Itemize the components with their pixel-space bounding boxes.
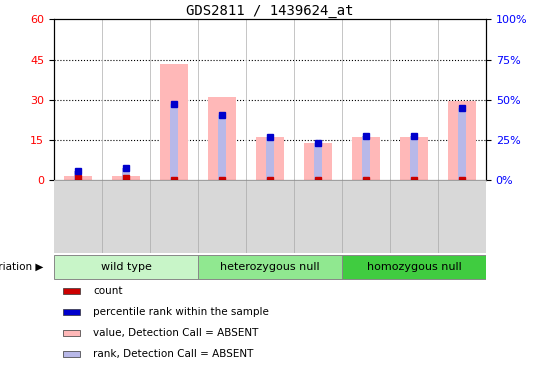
Text: value, Detection Call = ABSENT: value, Detection Call = ABSENT: [93, 328, 258, 338]
Bar: [400, 137, 428, 180]
Bar: [171, 104, 178, 180]
Bar: [207, 97, 237, 180]
Bar: [63, 288, 80, 294]
Text: heterozygous null: heterozygous null: [220, 262, 320, 272]
Bar: [54, 255, 198, 279]
Bar: [458, 108, 465, 180]
Bar: [362, 136, 369, 180]
Bar: [303, 143, 333, 180]
Text: rank, Detection Call = ABSENT: rank, Detection Call = ABSENT: [93, 349, 253, 359]
Bar: [63, 309, 80, 315]
Bar: [112, 177, 140, 180]
Text: genotype/variation ▶: genotype/variation ▶: [0, 262, 43, 272]
Text: percentile rank within the sample: percentile rank within the sample: [93, 307, 269, 317]
Bar: [255, 137, 285, 180]
Text: homozygous null: homozygous null: [367, 262, 461, 272]
Bar: [314, 143, 322, 180]
Bar: [352, 137, 380, 180]
Bar: [160, 64, 188, 180]
Bar: [123, 168, 130, 180]
Bar: [63, 351, 80, 358]
Bar: [410, 136, 417, 180]
Bar: [198, 255, 342, 279]
Bar: [64, 177, 92, 180]
Bar: [63, 330, 80, 336]
Bar: [342, 255, 486, 279]
Bar: [448, 101, 476, 180]
Title: GDS2811 / 1439624_at: GDS2811 / 1439624_at: [186, 4, 354, 18]
Bar: [218, 115, 226, 180]
Text: wild type: wild type: [100, 262, 151, 272]
Bar: [266, 137, 274, 180]
Text: count: count: [93, 286, 123, 296]
Bar: [75, 171, 82, 180]
